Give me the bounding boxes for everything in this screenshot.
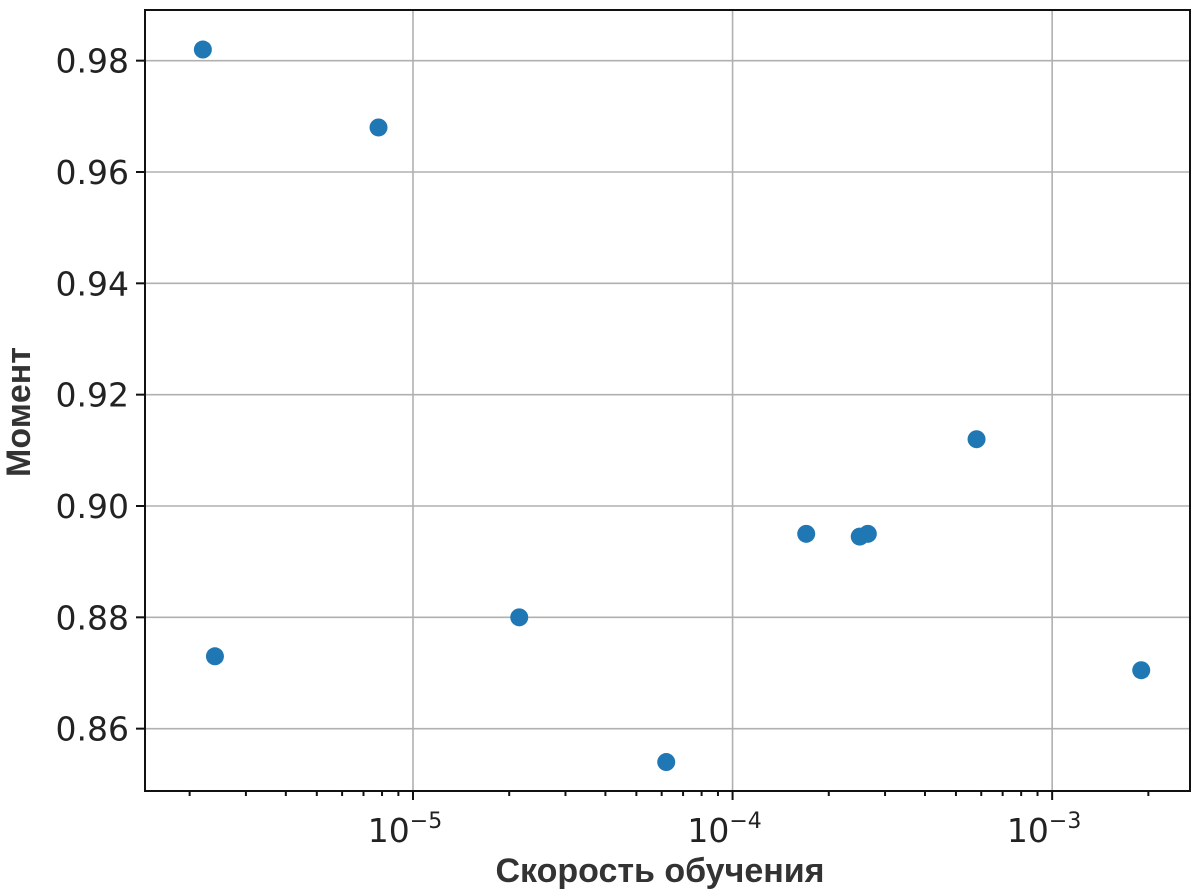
data-point xyxy=(369,118,388,137)
x-axis-title: Скорость обучения xyxy=(495,852,824,890)
x-tick-label-base: 10 xyxy=(1007,811,1049,850)
x-tick-label-exponent: −4 xyxy=(729,809,761,834)
y-tick-label: 0.92 xyxy=(56,376,129,415)
y-tick-label: 0.86 xyxy=(56,710,129,749)
data-point xyxy=(193,40,212,59)
grid-lines xyxy=(145,10,1190,791)
y-tick-label: 0.90 xyxy=(56,487,129,526)
data-point xyxy=(967,430,986,449)
x-tick-label: 10−3 xyxy=(1007,809,1081,850)
x-tick-label-base: 10 xyxy=(687,811,729,850)
y-tick-label: 0.98 xyxy=(56,42,129,81)
axis-ticks xyxy=(136,59,1150,800)
data-point xyxy=(205,647,224,666)
data-point xyxy=(657,753,676,772)
plot-frame xyxy=(144,9,1191,792)
x-tick-label: 10−5 xyxy=(368,809,442,850)
y-axis-title: Момент xyxy=(0,347,38,477)
y-tick-label: 0.88 xyxy=(56,598,129,637)
x-tick-label-base: 10 xyxy=(368,811,410,850)
y-tick-label: 0.94 xyxy=(56,264,129,303)
data-point xyxy=(510,608,529,627)
x-tick-label-exponent: −3 xyxy=(1049,809,1081,834)
x-tick-label-exponent: −5 xyxy=(410,809,442,834)
data-point xyxy=(1132,661,1151,680)
data-point xyxy=(858,524,877,543)
data-point xyxy=(797,524,816,543)
data-points xyxy=(193,40,1151,772)
x-tick-label: 10−4 xyxy=(687,809,761,850)
y-tick-label: 0.96 xyxy=(56,153,129,192)
